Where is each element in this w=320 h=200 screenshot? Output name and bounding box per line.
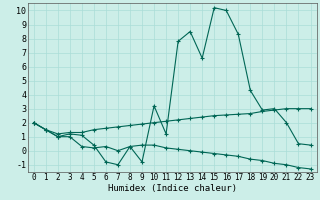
X-axis label: Humidex (Indice chaleur): Humidex (Indice chaleur) xyxy=(108,184,236,193)
